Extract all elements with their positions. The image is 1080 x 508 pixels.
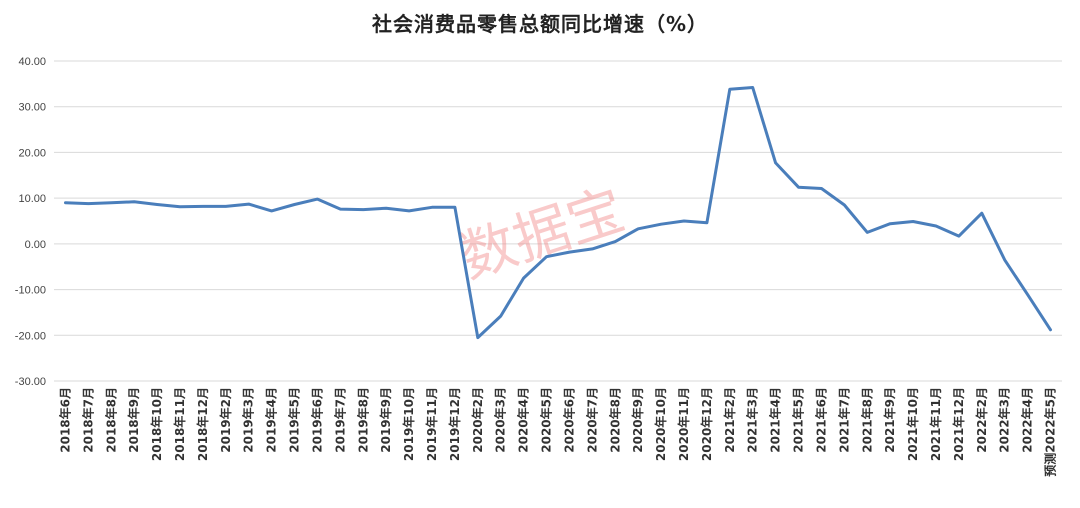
x-tick-label: 2021年4月	[768, 387, 783, 453]
x-tick-label: 2019年2月	[218, 387, 233, 453]
x-tick-label: 2019年8月	[355, 387, 370, 453]
x-tick-label: 2020年6月	[561, 387, 576, 453]
x-tick-label: 2022年3月	[997, 387, 1012, 453]
x-tick-label: 2019年11月	[424, 387, 439, 461]
x-tick-label: 2020年4月	[516, 387, 531, 453]
x-tick-label: 2021年12月	[951, 387, 966, 461]
y-tick-label: -30.00	[15, 376, 46, 388]
x-tick-label: 2021年6月	[813, 387, 828, 453]
x-tick-label: 2019年10月	[401, 387, 416, 461]
x-tick-label: 预测2022年5月	[1043, 387, 1058, 477]
x-tick-label: 2021年5月	[791, 387, 806, 453]
y-tick-label: 40.00	[18, 56, 46, 68]
x-tick-label: 2018年10月	[149, 387, 164, 461]
chart-title: 社会消费品零售总额同比增速（%）	[371, 12, 709, 36]
x-tick-label: 2019年4月	[264, 387, 279, 453]
x-tick-label: 2020年12月	[699, 387, 714, 461]
x-tick-label: 2021年11月	[928, 387, 943, 461]
x-tick-label: 2019年6月	[309, 387, 324, 453]
x-tick-label: 2022年2月	[974, 387, 989, 453]
x-tick-label: 2020年8月	[607, 387, 622, 453]
x-tick-label: 2018年12月	[195, 387, 210, 461]
x-tick-label: 2021年8月	[859, 387, 874, 453]
watermark: 数据宝	[452, 178, 632, 292]
x-tick-label: 2020年5月	[539, 387, 554, 453]
x-tick-label: 2021年7月	[836, 387, 851, 453]
x-tick-label: 2020年9月	[630, 387, 645, 453]
x-tick-label: 2018年11月	[172, 387, 187, 461]
x-tick-label: 2018年7月	[80, 387, 95, 453]
x-tick-label: 2021年2月	[722, 387, 737, 453]
x-tick-label: 2019年3月	[241, 387, 256, 453]
x-tick-label: 2020年11月	[676, 387, 691, 461]
x-tick-label: 2020年3月	[493, 387, 508, 453]
y-tick-label: -20.00	[15, 330, 46, 342]
y-axis-ticks: 40.00 30.00 20.00 10.00 0.00 -10.00 -20.00 -30.…	[15, 56, 46, 388]
x-tick-label: 2021年3月	[745, 387, 760, 453]
x-tick-label: 2018年9月	[126, 387, 141, 453]
x-tick-label: 2021年9月	[882, 387, 897, 453]
x-tick-label: 2019年12月	[447, 387, 462, 461]
x-tick-label: 2020年2月	[470, 387, 485, 453]
x-tick-label: 2019年7月	[332, 387, 347, 453]
y-tick-label: 20.00	[18, 147, 46, 159]
y-tick-label: -10.00	[15, 285, 46, 297]
x-axis-ticks: 2018年6月 2018年7月 2018年8月 2018年9月 2018年10月 2018…	[57, 387, 1057, 477]
x-tick-label: 2021年10月	[905, 387, 920, 461]
y-tick-label: 0.00	[25, 239, 46, 251]
gridlines	[54, 60, 1062, 382]
x-tick-label: 2020年10月	[653, 387, 668, 461]
x-tick-label: 2020年7月	[584, 387, 599, 453]
y-tick-label: 10.00	[18, 193, 46, 205]
x-tick-label: 2018年8月	[103, 387, 118, 453]
x-tick-label: 2022年4月	[1020, 387, 1035, 453]
x-tick-label: 2019年5月	[287, 387, 302, 453]
x-tick-label: 2018年6月	[57, 387, 72, 453]
x-tick-label: 2019年9月	[378, 387, 393, 453]
y-tick-label: 30.00	[18, 102, 46, 114]
series-line	[64, 86, 1052, 340]
